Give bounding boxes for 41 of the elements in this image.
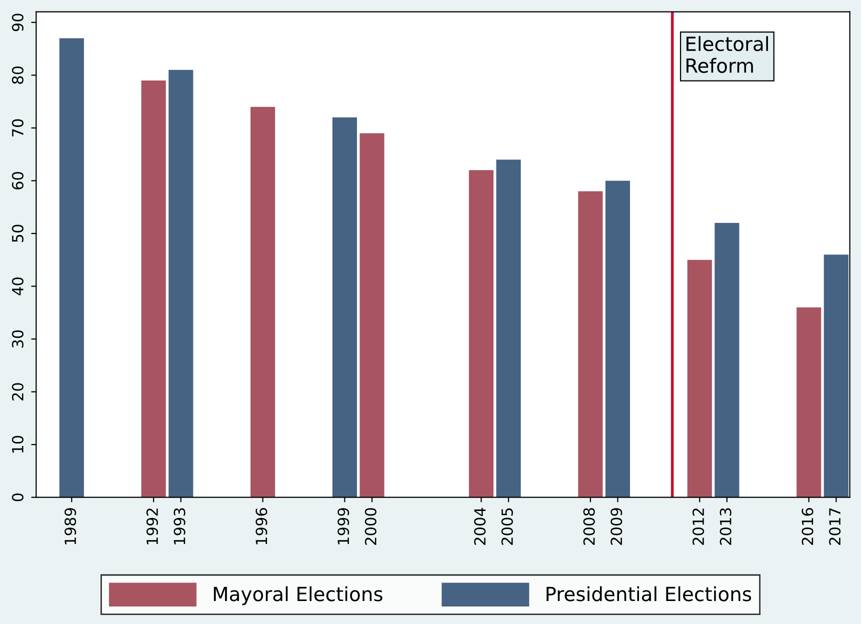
bar xyxy=(141,80,166,498)
bar xyxy=(496,160,521,498)
y-tick-label: 60 xyxy=(12,172,24,190)
bar xyxy=(360,133,384,498)
y-tick-label: 50 xyxy=(12,224,24,242)
bar xyxy=(250,106,276,498)
x-tick-label: 1989 xyxy=(64,508,76,544)
bar xyxy=(168,70,194,498)
x-tick-label: 2009 xyxy=(610,508,622,545)
y-tick-label: 40 xyxy=(12,278,24,296)
bar xyxy=(605,180,630,498)
bar xyxy=(59,38,84,498)
x-tick-label: 2004 xyxy=(474,508,486,545)
bar xyxy=(332,117,357,498)
x-tick-label: 2017 xyxy=(829,508,841,545)
x-tick-label: 2012 xyxy=(692,508,704,545)
x-tick-label: 2005 xyxy=(501,508,513,545)
x-tick-label: 2013 xyxy=(720,508,732,545)
legend-label: Mayoral Elections xyxy=(214,586,382,606)
y-tick-label: 70 xyxy=(12,119,24,136)
bar xyxy=(714,222,740,498)
y-tick-label: 0 xyxy=(12,493,24,502)
bar xyxy=(824,254,848,498)
bar xyxy=(468,170,494,498)
y-tick-label: 90 xyxy=(12,14,24,32)
ref-line-label: Electoral Reform xyxy=(686,36,768,73)
bar xyxy=(578,191,603,498)
bar xyxy=(796,307,822,498)
y-tick-label: 30 xyxy=(12,330,24,348)
y-tick-label: 80 xyxy=(12,66,24,84)
bar xyxy=(687,260,712,498)
x-tick-label: 2008 xyxy=(583,508,595,545)
y-tick-label: 10 xyxy=(12,436,24,453)
x-tick-label: 1996 xyxy=(256,508,268,544)
x-tick-label: 1999 xyxy=(338,508,350,544)
x-tick-label: 2016 xyxy=(802,508,814,545)
x-tick-label: 2000 xyxy=(364,508,376,545)
legend-label: Presidential Elections xyxy=(546,586,752,602)
y-tick-label: 20 xyxy=(12,383,24,400)
x-tick-label: 1992 xyxy=(146,508,158,544)
x-tick-label: 1993 xyxy=(174,508,186,544)
